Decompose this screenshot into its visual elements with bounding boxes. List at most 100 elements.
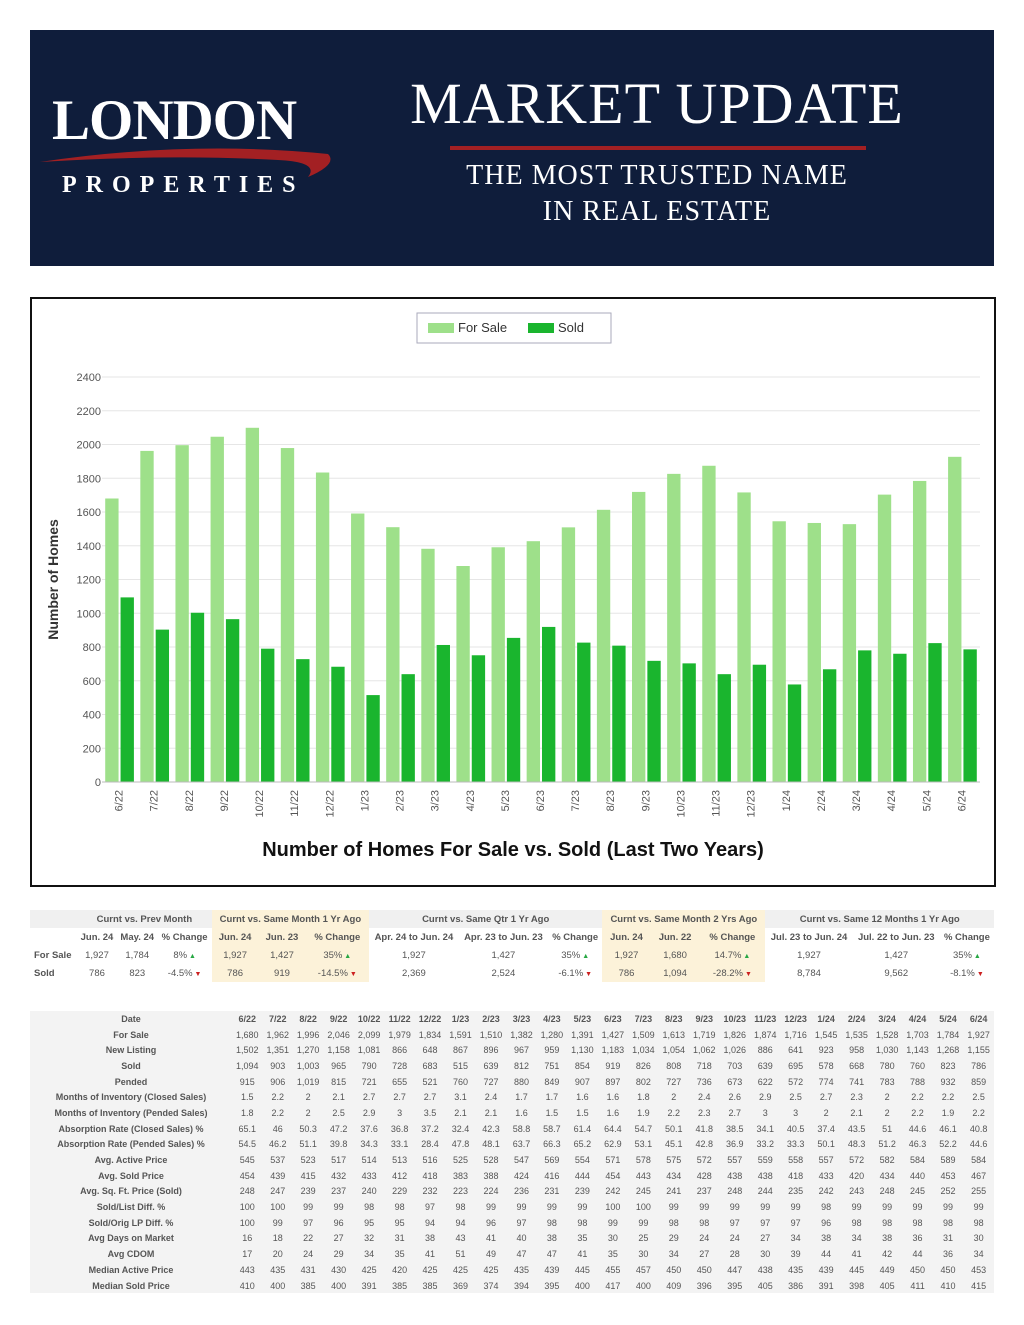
logo-subtitle: PROPERTIES	[62, 172, 305, 198]
table-cell: 958	[849, 1045, 865, 1056]
table-cell: 43.5	[847, 1123, 866, 1134]
table-row: Months of Inventory (Pended Sales) 1.8 2.2…	[30, 1105, 994, 1121]
table-row: Median Active Price 443 435 431 430 425 420 425…	[30, 1262, 994, 1278]
table-cell: 589	[940, 1155, 956, 1166]
table-row: Months of Inventory (Closed Sales) 1.5 2.2…	[30, 1089, 994, 1105]
table-cell: 2.2	[271, 1107, 284, 1118]
table-cell: 7/23	[634, 1013, 653, 1024]
cell-value: 1,927	[402, 949, 426, 961]
column-header: Apr. 24 to Jun. 24	[374, 931, 454, 943]
table-row: Sold/Orig LP Diff. % 100 99 97 96 95 95 94 94 96 9…	[30, 1215, 994, 1231]
table-cell: 40.5	[786, 1123, 805, 1134]
table-cell: 248	[879, 1186, 895, 1197]
table-cell: 410	[239, 1280, 255, 1291]
cell-value: 35%	[561, 949, 581, 961]
table-cell: 97	[729, 1217, 740, 1228]
table-cell: 415	[971, 1280, 987, 1291]
table-cell: 99	[485, 1202, 496, 1213]
table-cell: 100	[270, 1202, 286, 1213]
table-cell: 2.6	[728, 1092, 741, 1103]
table-cell: 554	[574, 1155, 590, 1166]
bar-sold	[577, 642, 591, 782]
table-cell: 788	[910, 1076, 926, 1087]
y-tick-label: 1600	[77, 507, 101, 519]
bar-sold	[858, 650, 872, 782]
table-row: Pended 915 906 1,019 815 721 655 521 760 727 880 84…	[30, 1074, 994, 1090]
table-cell: 1,510	[479, 1029, 503, 1040]
table-cell: 450	[940, 1264, 956, 1275]
table-cell: 866	[392, 1045, 408, 1056]
table-cell: 409	[666, 1280, 682, 1291]
table-row: Avg CDOM 17 20 24 29 34 35 41 51 49 47 47 41 35 30 34 27…	[30, 1246, 994, 1262]
table-cell: 1,351	[266, 1045, 289, 1056]
table-cell: 43	[455, 1233, 466, 1244]
row-label: Months of Inventory (Pended Sales)	[54, 1107, 208, 1118]
cell-value: 919	[274, 967, 290, 979]
table-cell: 2.1	[850, 1107, 863, 1118]
table-cell: 8% ▲	[158, 946, 212, 964]
table-cell: 2.4	[698, 1092, 711, 1103]
table-cell: 728	[392, 1060, 408, 1071]
table-cell: 513	[392, 1155, 408, 1166]
table-cell: 760	[910, 1060, 926, 1071]
up-triangle-icon: ▲	[187, 952, 196, 960]
table-cell: 967	[513, 1045, 529, 1056]
table-cell: 1,158	[327, 1045, 350, 1056]
table-cell: 545	[239, 1155, 255, 1166]
table-cell: 41.8	[695, 1123, 714, 1134]
table-cell: 52.2	[939, 1139, 957, 1150]
cell-value: 2,524	[491, 967, 516, 979]
table-cell: 1,716	[784, 1029, 807, 1040]
table-cell: 53.1	[634, 1139, 653, 1150]
row-label: Avg. Sq. Ft. Price (Sold)	[80, 1186, 182, 1197]
table-cell: 919	[605, 1060, 621, 1071]
table-cell: 1,784	[117, 946, 158, 964]
table-cell: 18	[272, 1233, 283, 1244]
y-tick-label: 800	[83, 642, 101, 654]
table-cell: 2,046	[327, 1029, 350, 1040]
cell-value: 1,427	[884, 949, 909, 961]
table-cell: 47.2	[329, 1123, 348, 1134]
table-cell: 9/23	[695, 1013, 714, 1024]
table-cell: 428	[696, 1170, 712, 1181]
table-cell: 236	[513, 1186, 529, 1197]
table-cell: 1,613	[662, 1029, 686, 1040]
table-cell: 416	[544, 1170, 560, 1181]
table-row: Sold 786 823 -4.5% ▼ 786 919 -14.5% ▼ 2,369 2,52…	[30, 964, 994, 982]
bar-for-sale	[702, 465, 716, 782]
table-cell: 385	[300, 1280, 316, 1291]
table-cell: 557	[818, 1155, 834, 1166]
chart-title: Number of Homes For Sale vs. Sold (Last …	[262, 839, 764, 861]
table-cell: 58.7	[543, 1123, 561, 1134]
table-row: Avg Days on Market 16 18 22 27 32 31 38 43 41 40 38…	[30, 1231, 994, 1247]
table-cell: 780	[879, 1060, 895, 1071]
table-cell: 34	[364, 1249, 375, 1260]
table-cell: 425	[361, 1264, 377, 1275]
bar-sold	[717, 674, 731, 782]
table-cell: 16	[242, 1233, 253, 1244]
table-cell: 859	[971, 1076, 987, 1087]
table-cell: 42.8	[695, 1139, 714, 1150]
bar-sold	[787, 684, 802, 782]
table-cell: 582	[879, 1155, 895, 1166]
table-cell: 1,502	[235, 1045, 259, 1056]
table-cell: 1/24	[817, 1013, 835, 1024]
table-cell: 385	[392, 1280, 408, 1291]
table-cell: 721	[361, 1076, 377, 1087]
x-tick-label: 4/24	[886, 790, 898, 811]
bar-for-sale	[175, 445, 189, 782]
row-label: Avg Days on Market	[88, 1233, 174, 1244]
table-cell: 823	[940, 1060, 956, 1071]
table-cell: 1,979	[388, 1029, 411, 1040]
table-cell: 1,545	[814, 1029, 838, 1040]
row-label: Median Active Price	[88, 1264, 174, 1275]
table-cell: 2.7	[819, 1092, 833, 1103]
table-cell: 248	[239, 1186, 255, 1197]
table-cell: 571	[605, 1155, 621, 1166]
header-banner: LONDON PROPERTIES MARKET UPDATE THE MOST…	[30, 30, 994, 266]
up-triangle-icon: ▲	[342, 952, 352, 960]
table-cell: 51.1	[299, 1139, 317, 1150]
bar-for-sale	[772, 521, 786, 782]
table-cell: 244	[757, 1186, 773, 1197]
table-cell: 400	[635, 1280, 651, 1291]
